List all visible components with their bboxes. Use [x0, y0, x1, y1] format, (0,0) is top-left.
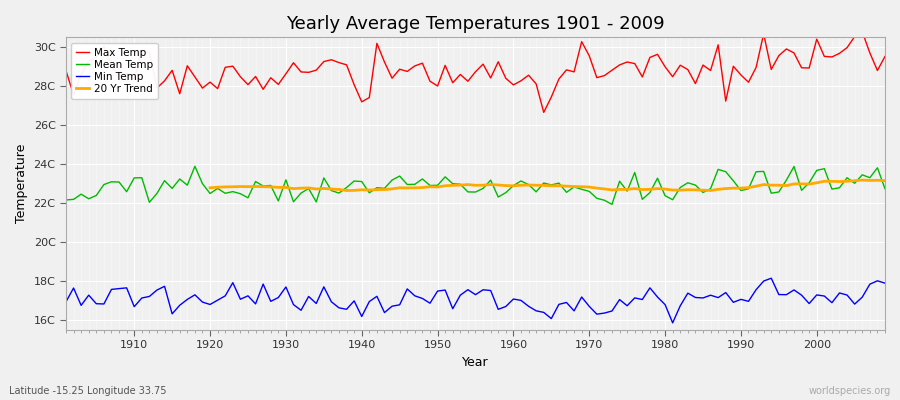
Min Temp	[667, 320, 678, 325]
Max Temp	[500, 76, 511, 81]
Legend: Max Temp, Mean Temp, Min Temp, 20 Yr Trend: Max Temp, Mean Temp, Min Temp, 20 Yr Tre…	[71, 42, 158, 99]
Mean Temp	[607, 202, 617, 207]
Line: 20 Yr Trend: 20 Yr Trend	[210, 180, 885, 190]
Min Temp	[122, 286, 132, 290]
Mean Temp	[341, 185, 352, 190]
20 Yr Trend	[288, 186, 299, 191]
Line: Mean Temp: Mean Temp	[66, 166, 885, 204]
Mean Temp	[516, 178, 526, 183]
Min Temp	[508, 297, 518, 302]
Text: Latitude -15.25 Longitude 33.75: Latitude -15.25 Longitude 33.75	[9, 386, 166, 396]
X-axis label: Year: Year	[463, 356, 489, 369]
Min Temp	[766, 276, 777, 281]
Min Temp	[334, 306, 345, 310]
Mean Temp	[190, 164, 201, 169]
Min Temp	[879, 281, 890, 286]
Mean Temp	[60, 198, 71, 202]
Line: Min Temp: Min Temp	[66, 278, 885, 323]
Max Temp	[538, 110, 549, 115]
Title: Yearly Average Temperatures 1901 - 2009: Yearly Average Temperatures 1901 - 2009	[286, 15, 665, 33]
Max Temp	[122, 71, 132, 76]
Max Temp	[508, 82, 518, 87]
Max Temp	[857, 30, 868, 34]
Mean Temp	[879, 186, 890, 191]
Mean Temp	[614, 179, 625, 184]
20 Yr Trend	[334, 187, 345, 192]
Min Temp	[60, 299, 71, 304]
20 Yr Trend	[508, 183, 518, 188]
Max Temp	[334, 60, 345, 65]
Max Temp	[288, 60, 299, 65]
Min Temp	[500, 304, 511, 309]
Text: worldspecies.org: worldspecies.org	[809, 386, 891, 396]
Mean Temp	[296, 191, 307, 196]
Max Temp	[607, 68, 617, 73]
Mean Temp	[122, 189, 132, 194]
20 Yr Trend	[879, 178, 890, 183]
Line: Max Temp: Max Temp	[66, 32, 885, 112]
Min Temp	[288, 302, 299, 307]
Y-axis label: Temperature: Temperature	[15, 144, 28, 223]
20 Yr Trend	[500, 183, 511, 188]
20 Yr Trend	[599, 186, 610, 191]
Mean Temp	[508, 183, 518, 188]
Min Temp	[599, 311, 610, 316]
Max Temp	[879, 54, 890, 59]
Max Temp	[60, 68, 71, 73]
